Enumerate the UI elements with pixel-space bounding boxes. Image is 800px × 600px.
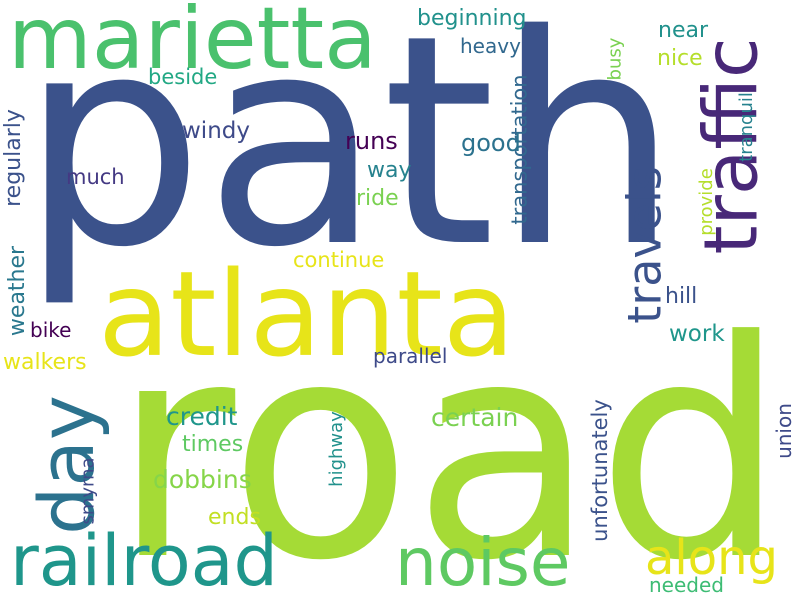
word-marietta: marietta: [8, 0, 377, 89]
word-good: good: [461, 129, 521, 157]
word-railroad: railroad: [10, 520, 278, 600]
word-needed: needed: [649, 573, 724, 597]
word-times: times: [182, 432, 244, 457]
word-path: path: [20, 0, 680, 311]
word-credit: credit: [166, 402, 238, 431]
word-nice: nice: [657, 46, 703, 71]
word-much: much: [66, 165, 125, 189]
word-dobbins: dobbins: [153, 465, 252, 494]
word-work: work: [669, 321, 725, 347]
word-unfortunately: unfortunately: [587, 399, 612, 542]
word-bike: bike: [30, 318, 72, 342]
word-way: way: [367, 158, 412, 183]
word-tranquil: tranquil: [735, 92, 757, 162]
word-windy: windy: [182, 118, 250, 144]
word-beside: beside: [148, 65, 218, 89]
word-noise: noise: [395, 524, 571, 600]
word-beginning: beginning: [417, 6, 527, 31]
word-certain: certain: [431, 403, 519, 432]
word-walkers: walkers: [3, 350, 87, 375]
word-hill: hill: [665, 284, 698, 309]
word-provide: provide: [695, 168, 717, 236]
word-ends: ends: [208, 505, 261, 530]
word-ride: ride: [356, 186, 399, 211]
word-road: road: [112, 277, 787, 600]
word-travels: travels: [617, 166, 672, 324]
word-heavy: heavy: [460, 34, 521, 58]
word-parallel: parallel: [373, 344, 448, 368]
word-along: along: [645, 530, 779, 586]
word-highway: highway: [325, 411, 347, 487]
word-smyrna: smyrna: [77, 457, 99, 525]
word-runs: runs: [345, 127, 398, 155]
word-weather: weather: [5, 245, 31, 337]
word-busy: busy: [604, 37, 626, 81]
word-near: near: [658, 18, 709, 43]
word-atlanta: atlanta: [98, 245, 516, 383]
word-continue: continue: [293, 248, 385, 272]
word-regularly: regularly: [0, 109, 26, 207]
word-union: union: [771, 403, 796, 459]
